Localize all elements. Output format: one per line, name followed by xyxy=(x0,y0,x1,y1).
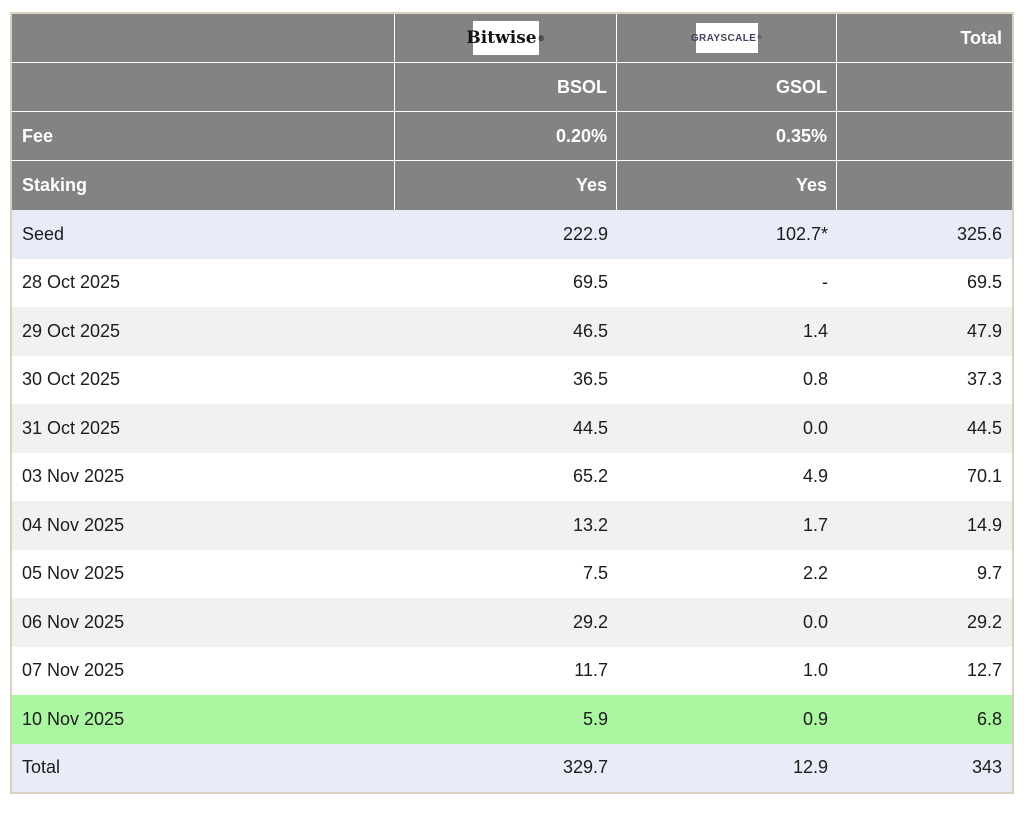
row-bsol-value: 13.2 xyxy=(572,514,608,535)
row-gsol-value: 0.8 xyxy=(802,369,828,390)
row-gsol-value: 1.0 xyxy=(802,660,828,681)
staking-bsol: Yes xyxy=(395,161,617,210)
row-total-value: 29.2 xyxy=(966,611,1002,632)
staking-label: Staking xyxy=(12,161,395,210)
bsol-ticker: BSOL xyxy=(395,63,617,112)
header-bitwise-cell: Bitwise ® xyxy=(395,14,617,63)
header-row-logos: Bitwise ® GRAYSCALE ® Total xyxy=(12,14,1012,63)
row-gsol-value: 0.9 xyxy=(802,708,828,729)
row-label: 30 Oct 2025 xyxy=(22,369,121,390)
row-bsol-value: 46.5 xyxy=(572,320,608,341)
grayscale-reg-mark: ® xyxy=(757,35,763,41)
table-row-seed: Seed 222.9 102.7* 325.6 xyxy=(12,210,1012,259)
staking-gsol: Yes xyxy=(617,161,837,210)
row-gsol-value: 1.7 xyxy=(802,514,828,535)
table-row: 31 Oct 2025 44.5 0.0 44.5 xyxy=(12,404,1012,453)
row-label: Total xyxy=(22,757,61,778)
row-label: 28 Oct 2025 xyxy=(22,272,121,293)
fee-bsol: 0.20% xyxy=(395,112,617,161)
ticker-empty-cell xyxy=(12,63,395,112)
row-bsol-value: 36.5 xyxy=(572,369,608,390)
row-total-value: 47.9 xyxy=(966,320,1002,341)
row-total-value: 14.9 xyxy=(966,514,1002,535)
ticker-total-empty xyxy=(837,63,1012,112)
table-row: 05 Nov 2025 7.5 2.2 9.7 xyxy=(12,549,1012,598)
staking-total-empty xyxy=(837,161,1012,210)
header-empty-cell xyxy=(12,14,395,63)
row-total-value: 6.8 xyxy=(976,708,1002,729)
table-row: 06 Nov 2025 29.2 0.0 29.2 xyxy=(12,598,1012,647)
etf-flows-table: Bitwise ® GRAYSCALE ® Total BSOL GSOL Fee … xyxy=(10,12,1014,794)
row-label: 07 Nov 2025 xyxy=(22,660,125,681)
table-row-highlighted: 10 Nov 2025 5.9 0.9 6.8 xyxy=(12,695,1012,744)
row-total-value: 12.7 xyxy=(966,660,1002,681)
header-grayscale-cell: GRAYSCALE ® xyxy=(617,14,837,63)
row-gsol-value: 102.7* xyxy=(775,223,828,244)
table-row-total: Total 329.7 12.9 343 xyxy=(12,743,1012,792)
row-total-value: 69.5 xyxy=(966,272,1002,293)
header-row-fee: Fee 0.20% 0.35% xyxy=(12,112,1012,161)
header-row-staking: Staking Yes Yes xyxy=(12,161,1012,210)
row-label: 06 Nov 2025 xyxy=(22,611,125,632)
row-bsol-value: 44.5 xyxy=(572,417,608,438)
table-row: 04 Nov 2025 13.2 1.7 14.9 xyxy=(12,501,1012,550)
fee-gsol: 0.35% xyxy=(617,112,837,161)
row-gsol-value: 4.9 xyxy=(802,466,828,487)
row-gsol-value: 12.9 xyxy=(792,757,828,778)
row-label: 29 Oct 2025 xyxy=(22,320,121,341)
row-gsol-value: 2.2 xyxy=(802,563,828,584)
row-gsol-value: - xyxy=(822,272,828,293)
header-row-tickers: BSOL GSOL xyxy=(12,63,1012,112)
row-total-value: 9.7 xyxy=(976,563,1002,584)
grayscale-logo-text: GRAYSCALE xyxy=(690,32,757,44)
row-label: 03 Nov 2025 xyxy=(22,466,125,487)
row-total-value: 37.3 xyxy=(966,369,1002,390)
table-row: 28 Oct 2025 69.5 - 69.5 xyxy=(12,258,1012,307)
row-bsol-value: 222.9 xyxy=(562,223,608,244)
row-gsol-value: 1.4 xyxy=(802,320,828,341)
header-total-label: Total xyxy=(837,14,1012,63)
row-bsol-value: 65.2 xyxy=(572,466,608,487)
row-gsol-value: 0.0 xyxy=(802,417,828,438)
row-bsol-value: 329.7 xyxy=(562,757,608,778)
row-label: Seed xyxy=(22,223,65,244)
row-bsol-value: 11.7 xyxy=(574,660,608,681)
row-bsol-value: 7.5 xyxy=(582,563,608,584)
table-row: 30 Oct 2025 36.5 0.8 37.3 xyxy=(12,355,1012,404)
fee-total-empty xyxy=(837,112,1012,161)
table-row: 07 Nov 2025 11.7 1.0 12.7 xyxy=(12,646,1012,695)
row-total-value: 325.6 xyxy=(956,223,1002,244)
table-row: 03 Nov 2025 65.2 4.9 70.1 xyxy=(12,452,1012,501)
grayscale-logo: GRAYSCALE ® xyxy=(691,23,762,53)
row-label: 10 Nov 2025 xyxy=(22,708,125,729)
row-total-value: 70.1 xyxy=(966,466,1002,487)
row-label: 04 Nov 2025 xyxy=(22,514,125,535)
bitwise-reg-mark: ® xyxy=(537,33,545,43)
bitwise-logo-text: Bitwise xyxy=(466,28,537,48)
row-bsol-value: 69.5 xyxy=(572,272,608,293)
row-bsol-value: 5.9 xyxy=(582,708,608,729)
gsol-ticker: GSOL xyxy=(617,63,837,112)
row-gsol-value: 0.0 xyxy=(802,611,828,632)
row-bsol-value: 29.2 xyxy=(572,611,608,632)
table-row: 29 Oct 2025 46.5 1.4 47.9 xyxy=(12,307,1012,356)
row-label: 05 Nov 2025 xyxy=(22,563,125,584)
row-label: 31 Oct 2025 xyxy=(22,417,121,438)
fee-label: Fee xyxy=(12,112,395,161)
row-total-value: 44.5 xyxy=(966,417,1002,438)
bitwise-logo: Bitwise ® xyxy=(466,21,545,55)
row-total-value: 343 xyxy=(971,757,1002,778)
